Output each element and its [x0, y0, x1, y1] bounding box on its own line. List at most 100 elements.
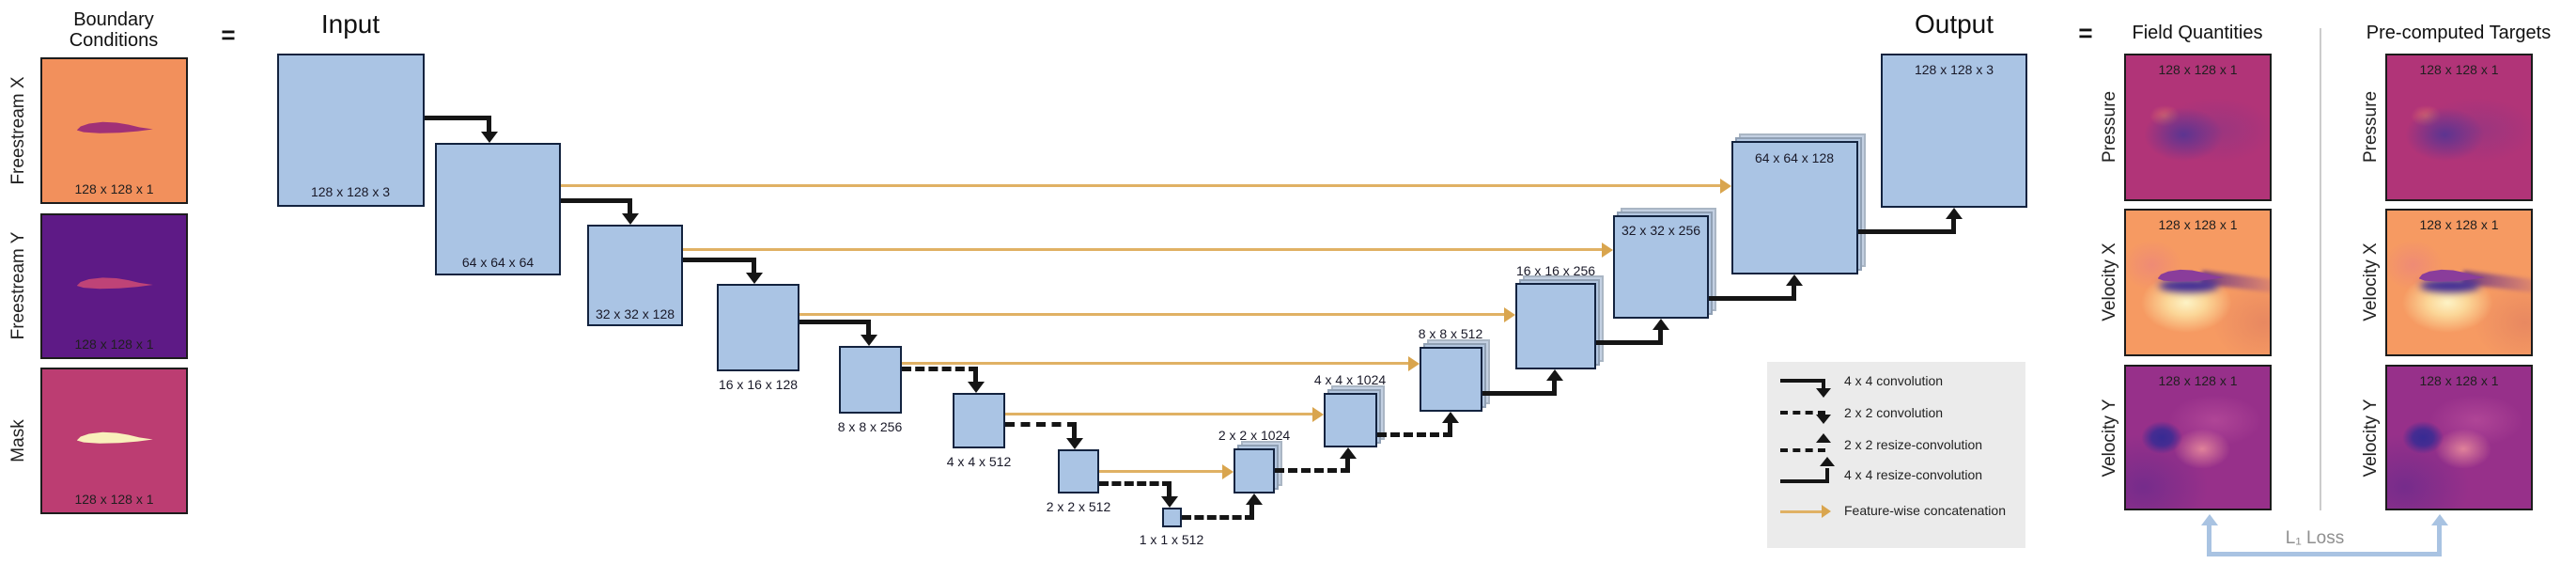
arrowhead-down-icon: [746, 273, 763, 284]
field-velocity-x-dim: 128 x 128 x 1: [2158, 217, 2238, 232]
decoder-dim-2: 8 x 8 x 512: [1418, 326, 1483, 341]
target-pressure-image: 128 x 128 x 1: [2385, 54, 2533, 201]
resize2-arrow-h: [1275, 468, 1350, 473]
arrowhead-up-icon: [1442, 412, 1459, 423]
encoder-box-16x16x128: [717, 284, 799, 371]
loss-bracket-right: [2437, 525, 2442, 556]
skip-connection-line: [683, 248, 1602, 251]
decoder-box-face: [1731, 141, 1858, 274]
conv2-arrow-h: [1005, 422, 1077, 427]
decoder-dim-5: 64 x 64 x 128: [1754, 150, 1835, 165]
resize4-arrow-v: [1552, 381, 1557, 394]
skip-connection-line: [561, 184, 1720, 187]
field-velocity-x-image: 128 x 128 x 1: [2124, 209, 2272, 356]
loss-bracket-bottom: [2207, 552, 2442, 556]
conv-arrow-v: [866, 320, 871, 337]
arrowhead-up-icon: [1546, 369, 1563, 381]
encoder-dim-3: 16 x 16 x 128: [718, 377, 799, 392]
decoder-box-face: [1613, 215, 1709, 319]
conv-arrow-h: [683, 258, 756, 262]
decoder-dim-0: 2 x 2 x 1024: [1218, 428, 1291, 443]
skip-arrowhead-icon: [1602, 243, 1613, 258]
freestream-x-dim: 128 x 128 x 1: [74, 181, 154, 196]
conv-arrow-h: [425, 116, 491, 120]
field-velocity-y-image: 128 x 128 x 1: [2124, 365, 2272, 510]
arrowhead-up-icon: [1786, 274, 1803, 286]
skip-connection-line: [902, 362, 1408, 365]
target-velocity-y-dim: 128 x 128 x 1: [2419, 373, 2499, 388]
decoder-dim-4: 32 x 32 x 256: [1621, 223, 1701, 238]
decoder-box-face: [1515, 283, 1596, 369]
resize4-arrow-v: [1792, 286, 1796, 299]
velocity-y-label: Velocity Y: [2100, 399, 2119, 478]
arrowhead-down-icon: [481, 132, 498, 143]
airfoil-shadow: [2420, 279, 2481, 293]
legend-item-3: 4 x 4 resize-convolution: [1844, 467, 1983, 482]
encoder-box-64x64x64: [435, 143, 561, 275]
freestream-x-label: Freestream X: [8, 76, 28, 185]
output-box-128x128x3: [1881, 54, 2027, 208]
mask-label: Mask: [8, 419, 28, 462]
conv-arrow-h: [561, 198, 632, 203]
arrowhead-down-icon: [622, 213, 639, 225]
boundary-title-line2: Conditions: [69, 30, 159, 51]
encoder-box-128x128x3: [277, 54, 425, 207]
decoder-box-2x2x1024: [1234, 441, 1282, 494]
conv2-arrow-h: [902, 367, 978, 371]
decoder-box-16x16x256: [1515, 275, 1604, 369]
freestream-y-image: 128 x 128 x 1: [40, 213, 188, 359]
arrowhead-up-icon: [1653, 319, 1669, 330]
skip-arrowhead-icon: [1720, 179, 1731, 194]
legend-item-0: 4 x 4 convolution: [1844, 373, 1944, 388]
conv2-arrow-h: [1099, 481, 1172, 486]
resize2-arrow-v: [1249, 505, 1254, 518]
column-divider: [2320, 28, 2321, 510]
legend-conv4-glyph: [1822, 379, 1825, 388]
skip-arrowhead-icon: [1504, 307, 1515, 322]
arrowhead-up-icon: [1816, 433, 1831, 443]
mask-dim: 128 x 128 x 1: [74, 492, 154, 507]
target-pressure-label: Pressure: [2361, 90, 2381, 164]
encoder-dim-6: 2 x 2 x 512: [1046, 499, 1111, 514]
l1-loss-label: L₁ Loss: [2285, 528, 2345, 548]
resize4-arrow-v: [1951, 219, 1956, 232]
target-velocity-y-label: Velocity Y: [2361, 399, 2381, 478]
boundary-title-line1: Boundary: [73, 9, 154, 30]
decoder-box-face: [1324, 393, 1377, 447]
legend-resize2-glyph: [1780, 448, 1825, 452]
legend-item-2: 2 x 2 resize-convolution: [1844, 437, 1983, 452]
legend-item-1: 2 x 2 convolution: [1844, 405, 1944, 420]
resize2-arrow-v: [1448, 423, 1452, 435]
decoder-box-32x32x256: [1613, 208, 1716, 319]
resize4-arrow-h: [1709, 296, 1796, 301]
legend-resize4-glyph: [1780, 479, 1829, 483]
encoder-box-32x32x128: [587, 225, 683, 326]
skip-arrowhead-icon: [1312, 407, 1324, 422]
decoder-dim-3: 16 x 16 x 256: [1515, 263, 1596, 278]
resize2-arrow-h: [1377, 432, 1452, 437]
encoder-dim-0: 128 x 128 x 3: [310, 184, 391, 199]
skip-connection-line: [799, 313, 1504, 316]
resize2-arrow-v: [1345, 459, 1350, 471]
target-velocity-y-image: 128 x 128 x 1: [2385, 365, 2533, 510]
encoder-box-2x2x512: [1058, 449, 1099, 494]
decoder-box-8x8x512: [1420, 339, 1490, 412]
skip-connection-line: [1099, 470, 1222, 473]
legend-resize4-glyph: [1825, 468, 1829, 479]
target-velocity-x-dim: 128 x 128 x 1: [2419, 217, 2499, 232]
target-velocity-x-label: Velocity X: [2361, 243, 2381, 321]
conv-arrow-v: [628, 198, 632, 215]
input-title: Input: [320, 9, 380, 39]
conv2-arrow-v: [1167, 481, 1172, 498]
arrowhead-up-icon: [1946, 208, 1963, 219]
encoder-dim-2: 32 x 32 x 128: [595, 306, 675, 321]
decoder-dim-1: 4 x 4 x 1024: [1313, 372, 1387, 387]
skip-connection-line: [1005, 413, 1312, 415]
encoder-box-1x1x512: [1162, 508, 1182, 527]
freestream-y-dim: 128 x 128 x 1: [74, 337, 154, 352]
arrowhead-down-icon: [968, 382, 985, 393]
encoder-dim-1: 64 x 64 x 64: [461, 255, 535, 270]
conv-arrow-h: [799, 320, 871, 324]
arrowhead-up-icon: [1246, 494, 1263, 505]
